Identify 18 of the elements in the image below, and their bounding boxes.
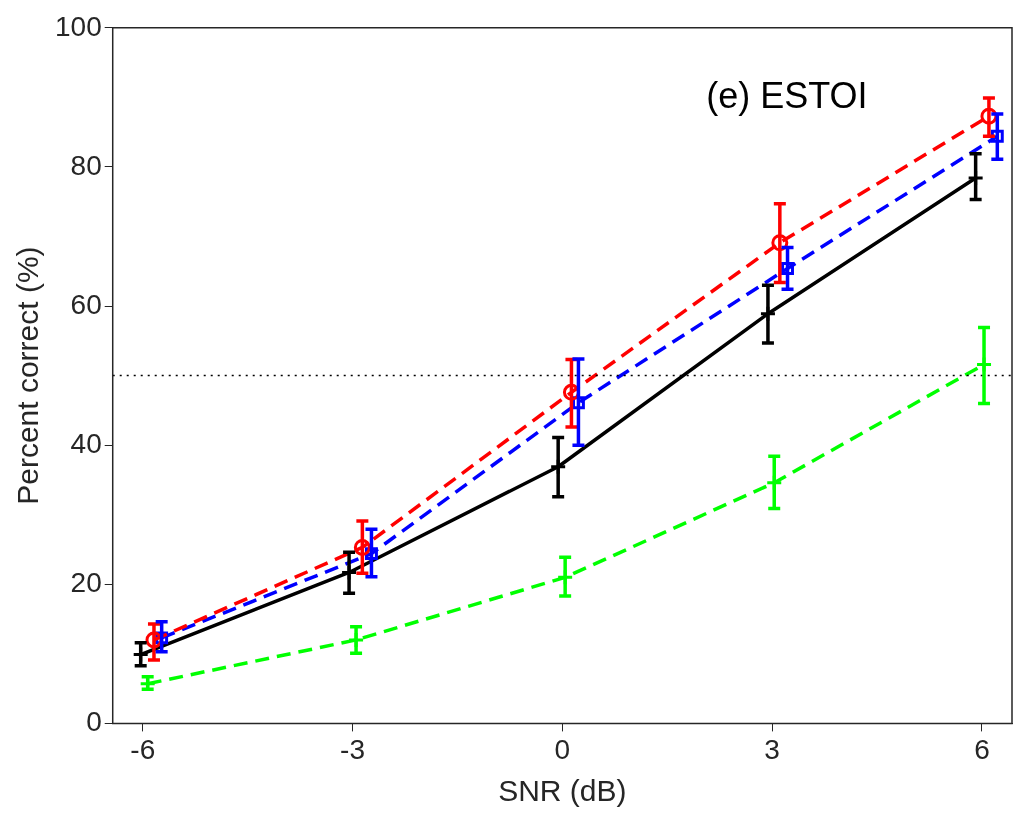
x-tick-label: 0 [554, 733, 571, 765]
point [990, 129, 1004, 143]
y-tick-label: 20 [70, 567, 102, 598]
y-tick-label: 80 [70, 149, 102, 181]
x-tick-label: 6 [974, 733, 990, 765]
point [781, 262, 794, 275]
y-tick-label: 60 [70, 288, 102, 320]
y-tick-label: 100 [55, 10, 102, 42]
x-tick-label: 3 [764, 733, 780, 765]
x-axis-title: SNR (dB) [498, 774, 627, 808]
y-tick-label: 40 [70, 427, 102, 459]
point [771, 234, 789, 252]
y-tick-label: 0 [86, 706, 102, 738]
annotation: (e) ESTOI [706, 74, 868, 116]
y-axis-title: Percent correct (%) [11, 246, 45, 505]
x-tick-label: -6 [130, 733, 156, 765]
x-tick-label: -3 [340, 733, 366, 765]
point [353, 538, 371, 556]
